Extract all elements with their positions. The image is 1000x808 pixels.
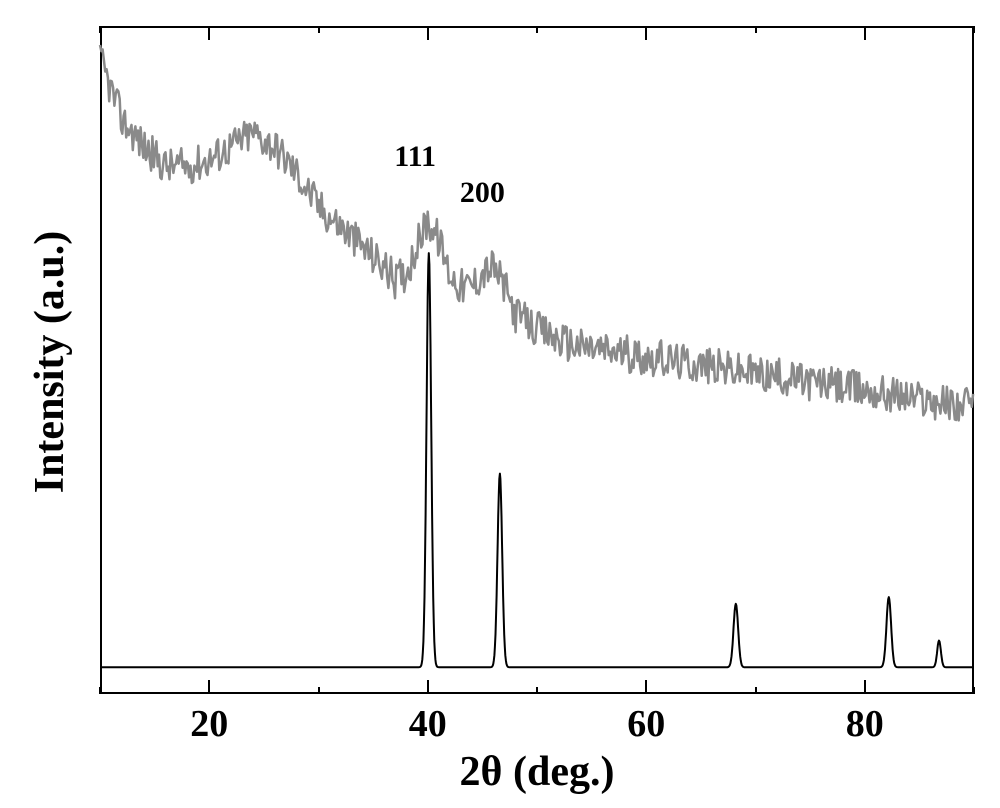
x-tick — [427, 26, 429, 40]
x-tick — [208, 680, 210, 694]
x-tick — [427, 680, 429, 694]
x-tick-label: 20 — [169, 702, 249, 746]
chart-canvas — [0, 0, 1000, 808]
x-tick — [318, 687, 320, 694]
x-tick — [318, 26, 320, 33]
x-tick-label: 40 — [388, 702, 468, 746]
peak-label: 111 — [394, 140, 436, 174]
x-tick-label: 80 — [825, 702, 905, 746]
x-tick-label: 60 — [606, 702, 686, 746]
x-tick — [99, 687, 101, 694]
peak-label: 200 — [460, 176, 505, 210]
x-tick — [99, 26, 101, 33]
x-tick — [755, 687, 757, 694]
x-tick — [973, 26, 975, 33]
x-tick — [864, 26, 866, 40]
x-tick — [755, 26, 757, 33]
x-tick — [645, 680, 647, 694]
x-tick — [973, 687, 975, 694]
x-tick — [536, 687, 538, 694]
x-tick — [536, 26, 538, 33]
x-tick — [208, 26, 210, 40]
x-tick — [864, 680, 866, 694]
measured-trace — [100, 45, 973, 420]
x-tick — [645, 26, 647, 40]
